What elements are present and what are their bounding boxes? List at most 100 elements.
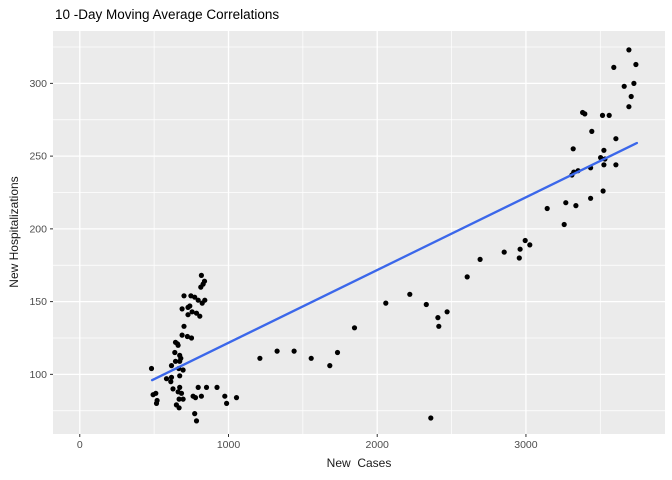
data-point (423, 301, 429, 308)
data-point (202, 297, 208, 303)
data-point (224, 400, 230, 406)
data-point (189, 309, 195, 315)
data-point (582, 111, 588, 117)
data-point (613, 162, 619, 168)
data-point (177, 384, 183, 390)
data-point (176, 396, 182, 402)
data-point (187, 303, 193, 309)
data-point (573, 203, 579, 209)
data-point (477, 256, 483, 262)
data-point (588, 195, 594, 201)
data-point (181, 323, 187, 329)
plot-panel (53, 31, 665, 434)
data-point (563, 200, 569, 206)
data-point (589, 128, 595, 134)
data-point (516, 255, 522, 261)
data-point (606, 112, 612, 118)
data-point (175, 342, 181, 348)
data-point (291, 348, 297, 354)
minor-gridlines (53, 31, 665, 434)
data-point (613, 136, 619, 142)
data-point (435, 315, 441, 321)
data-point (257, 355, 263, 361)
data-point (334, 349, 341, 356)
data-point (428, 415, 434, 421)
data-point (621, 83, 627, 89)
data-point (178, 355, 184, 361)
data-point (626, 47, 632, 53)
data-point (351, 325, 358, 331)
data-point (527, 242, 533, 248)
data-point (148, 365, 155, 372)
data-point (570, 146, 576, 152)
data-point (188, 335, 195, 341)
data-point (198, 393, 204, 399)
data-point (179, 332, 185, 338)
data-point (611, 64, 617, 70)
data-point (628, 93, 634, 100)
x-tick-label: 2000 (366, 439, 390, 451)
data-point (170, 386, 176, 392)
data-point (193, 310, 200, 316)
data-point (168, 363, 175, 369)
data-point (626, 104, 632, 110)
major-gridlines (53, 31, 665, 434)
data-point (197, 313, 203, 319)
x-tick-label: 1000 (217, 439, 241, 451)
data-point (163, 376, 170, 382)
data-point (203, 384, 210, 390)
data-point (561, 221, 567, 228)
data-point (180, 396, 186, 402)
data-point (274, 348, 280, 354)
data-point (179, 306, 185, 312)
data-point (214, 384, 220, 390)
data-point (181, 293, 187, 299)
y-tick-label: 100 (29, 369, 47, 381)
y-axis-title: New Hospitalizations (7, 176, 21, 288)
data-point (168, 379, 174, 385)
data-point (185, 312, 191, 318)
chart-title: 10 -Day Moving Average Correlations (55, 7, 280, 22)
data-point (192, 395, 199, 401)
y-tick-label: 300 (29, 78, 47, 90)
data-point (222, 393, 228, 399)
x-tick-label: 3000 (514, 439, 538, 451)
data-point (201, 278, 208, 284)
data-point (177, 373, 183, 379)
data-point (180, 367, 186, 373)
data-point (308, 355, 314, 361)
y-tick-label: 250 (29, 151, 47, 163)
data-point (327, 363, 333, 369)
scatter-points (148, 47, 639, 424)
x-tick-label: 0 (77, 439, 83, 451)
data-point (464, 274, 470, 280)
tick-marks (50, 82, 527, 437)
data-point (383, 300, 389, 306)
data-point (517, 246, 523, 252)
data-point (168, 374, 175, 380)
data-point (544, 205, 550, 212)
data-point (176, 405, 182, 411)
data-point (599, 112, 606, 118)
data-point (233, 395, 240, 401)
data-point (192, 294, 198, 300)
data-point (195, 384, 201, 390)
data-point (153, 390, 159, 396)
data-point (198, 272, 204, 278)
y-tick-label: 200 (29, 223, 47, 235)
data-point (172, 349, 178, 356)
trend-line (150, 141, 639, 382)
y-tick-label: 150 (29, 296, 47, 308)
data-point (633, 61, 639, 68)
data-point (193, 418, 200, 424)
trend-line-group (150, 141, 639, 382)
data-point (436, 323, 442, 329)
data-point (601, 147, 607, 153)
data-point (522, 237, 528, 244)
data-point (407, 291, 413, 297)
data-point (600, 188, 606, 194)
x-axis-title: New Cases (326, 456, 392, 470)
data-point (154, 397, 160, 404)
